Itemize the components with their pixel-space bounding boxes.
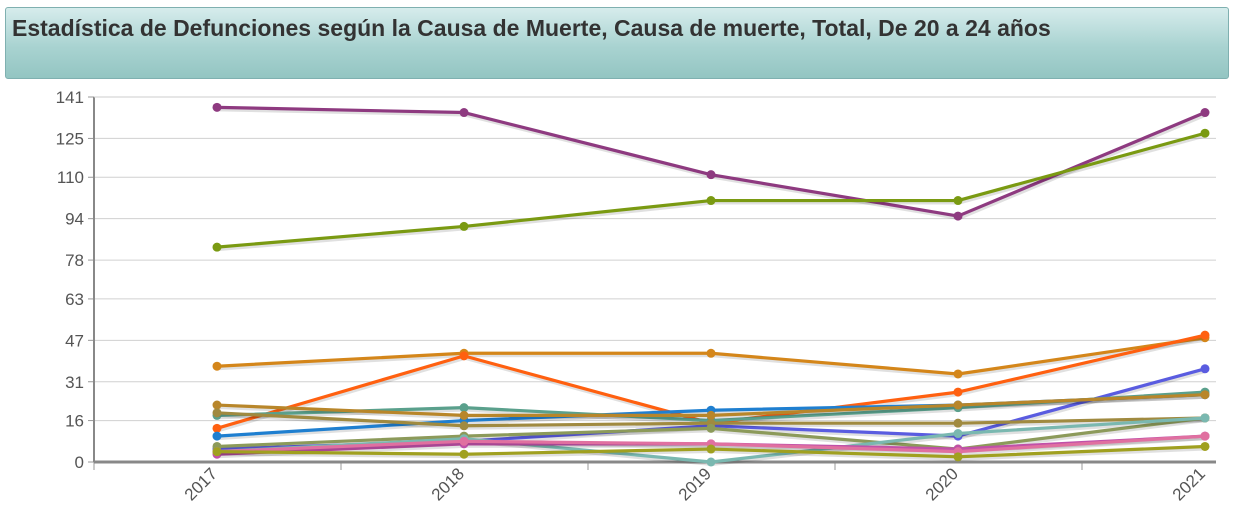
data-point [459,221,469,231]
data-point [459,351,469,361]
y-tick-label: 141 [56,88,84,107]
y-tick-label: 110 [57,168,84,187]
data-point [212,102,222,112]
data-point [706,170,716,180]
y-tick-label: 63 [65,290,84,309]
chart-title-bar: Estadística de Defunciones según la Caus… [5,7,1229,79]
data-point [953,196,963,206]
y-tick-label: 47 [65,331,84,350]
data-point [1200,128,1210,138]
data-point [1200,413,1210,423]
y-tick-label: 0 [75,453,84,472]
chart-title: Estadística de Defunciones según la Caus… [12,15,1051,41]
data-point [459,449,469,459]
y-tick-label: 78 [65,251,84,270]
data-point [706,348,716,358]
series-line-shadow [217,133,1207,252]
data-point [212,431,222,441]
data-point [212,400,222,410]
data-point [706,457,716,467]
data-point [1200,390,1210,400]
data-point [1200,431,1210,441]
data-point [212,447,222,457]
data-point [953,211,963,221]
y-tick-label: 16 [65,412,84,431]
data-point [459,410,469,420]
data-point [1200,108,1210,118]
data-point [1200,330,1210,340]
data-point [706,410,716,420]
data-point [953,369,963,379]
data-point [1200,364,1210,374]
data-point [459,421,469,431]
data-point [706,196,716,206]
data-point [212,408,222,418]
x-tick-label: 2020 [922,464,962,504]
data-point [459,403,469,413]
data-point [1200,441,1210,451]
line-chart: 0 16 31 47 63 78 94 110 125 141 2017 2018 2019 2020 20… [56,88,1216,504]
data-point [212,423,222,433]
data-point [706,423,716,433]
data-point [459,436,469,446]
data-point [953,387,963,397]
y-tick-label: 94 [65,210,84,229]
x-tick-label: 2018 [428,464,468,504]
data-point [953,400,963,410]
data-point [459,108,469,118]
x-tick-label: 2017 [181,464,221,504]
x-tick-label: 2021 [1169,464,1209,504]
data-point [953,452,963,462]
data-point [706,444,716,454]
data-point [953,429,963,439]
data-point [953,418,963,428]
series-line [216,131,1206,249]
data-point [212,361,222,371]
data-point [212,242,222,252]
x-tick-label: 2019 [675,464,715,504]
y-tick-label: 125 [56,129,84,148]
y-tick-label: 31 [65,373,84,392]
